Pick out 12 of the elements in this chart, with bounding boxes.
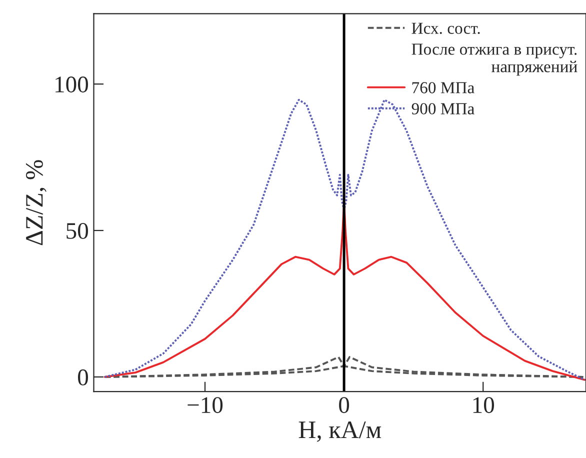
y-tick-label: 100 <box>56 76 88 92</box>
legend-title: После отжига в присут. напряжений <box>412 44 578 76</box>
y-tick-label: 0 <box>78 369 88 386</box>
x-tick-label: −10 <box>188 397 223 414</box>
y-axis-title: ΔZ/Z, % <box>26 160 46 246</box>
y-tick-label: 50 <box>66 222 88 239</box>
x-tick-label: 0 <box>339 397 350 414</box>
legend-label: 900 МПа <box>412 103 474 114</box>
x-axis-title: H, кА/м <box>298 421 382 442</box>
legend-label: 760 МПа <box>412 82 474 94</box>
legend-label: Исх. сост. <box>412 22 480 34</box>
x-tick-label: 10 <box>473 397 494 414</box>
